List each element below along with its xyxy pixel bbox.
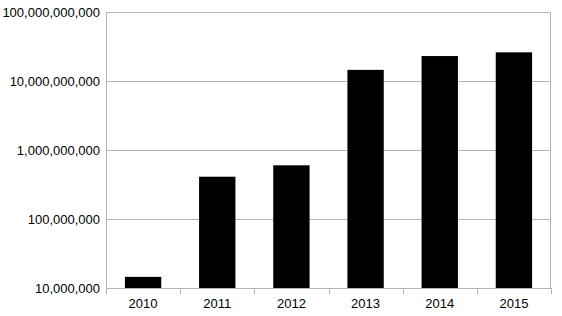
- grid-line: [106, 150, 551, 151]
- grid-line: [106, 81, 551, 82]
- bars: [125, 52, 532, 288]
- bar: [273, 165, 309, 288]
- y-tick-label: 10,000,000: [35, 281, 100, 296]
- x-tick-label: 2011: [203, 296, 231, 311]
- x-tick: [477, 288, 478, 294]
- y-tick-label: 100,000,000,000: [2, 5, 100, 20]
- chart-svg: 10,000,000 100,000,000 1,000,000,000 10,000…: [0, 0, 562, 316]
- x-tick: [180, 288, 181, 294]
- y-tick-label: 100,000,000: [28, 212, 100, 227]
- chart-container: 10,000,000 100,000,000 1,000,000,000 10,000…: [0, 0, 562, 316]
- bar: [422, 56, 458, 288]
- y-tick-label: 1,000,000,000: [17, 143, 100, 158]
- bar: [496, 52, 532, 288]
- x-tick: [254, 288, 255, 294]
- bar: [125, 277, 161, 288]
- x-tick-label: 2015: [499, 296, 528, 311]
- x-tick-label: 2010: [129, 296, 158, 311]
- y-tick-label: 10,000,000,000: [10, 74, 100, 89]
- bar: [347, 70, 383, 288]
- x-tick: [106, 288, 107, 294]
- grid-line: [106, 219, 551, 220]
- bar: [199, 177, 235, 288]
- x-tick-label: 2013: [351, 296, 380, 311]
- x-tick: [403, 288, 404, 294]
- x-tick: [551, 288, 552, 294]
- plot-frame: [107, 13, 551, 289]
- x-tick-label: 2012: [277, 296, 306, 311]
- x-tick: [329, 288, 330, 294]
- x-tick-label: 2014: [425, 296, 454, 311]
